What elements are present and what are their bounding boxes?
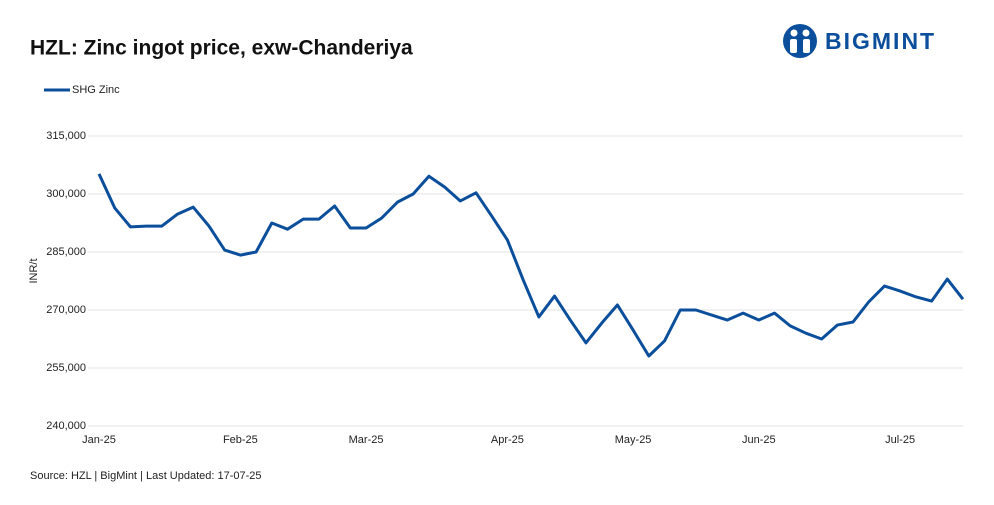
chart-title: HZL: Zinc ingot price, exw-Chanderiya (30, 37, 413, 60)
x-tick-label: May-25 (615, 434, 652, 446)
data-line (97, 173, 965, 358)
logo-icon-part (803, 39, 810, 53)
y-tick-label: 255,000 (46, 362, 86, 374)
y-axis-label: INR/t (28, 258, 40, 283)
logo-text: BIGMINT (825, 28, 936, 54)
y-tick-label: 285,000 (46, 246, 86, 258)
logo-icon-part (790, 39, 797, 53)
source-note: Source: HZL | BigMint | Last Updated: 17… (30, 470, 262, 482)
x-tick-label: Jan-25 (82, 434, 116, 446)
logo: BIGMINT (783, 24, 936, 58)
legend-label: SHG Zinc (72, 84, 120, 96)
x-tick-label: Jul-25 (885, 434, 915, 446)
y-tick-label: 300,000 (46, 188, 86, 200)
x-tick-label: Jun-25 (742, 434, 776, 446)
x-tick-label: Mar-25 (349, 434, 384, 446)
y-tick-label: 315,000 (46, 130, 86, 142)
x-tick-label: Feb-25 (223, 434, 258, 446)
x-tick-label: Apr-25 (491, 434, 524, 446)
logo-icon-part (802, 29, 810, 37)
y-tick-label: 270,000 (46, 304, 86, 316)
y-tick-label: 240,000 (46, 420, 86, 432)
logo-icon (783, 24, 817, 58)
logo-icon-part (790, 29, 798, 37)
